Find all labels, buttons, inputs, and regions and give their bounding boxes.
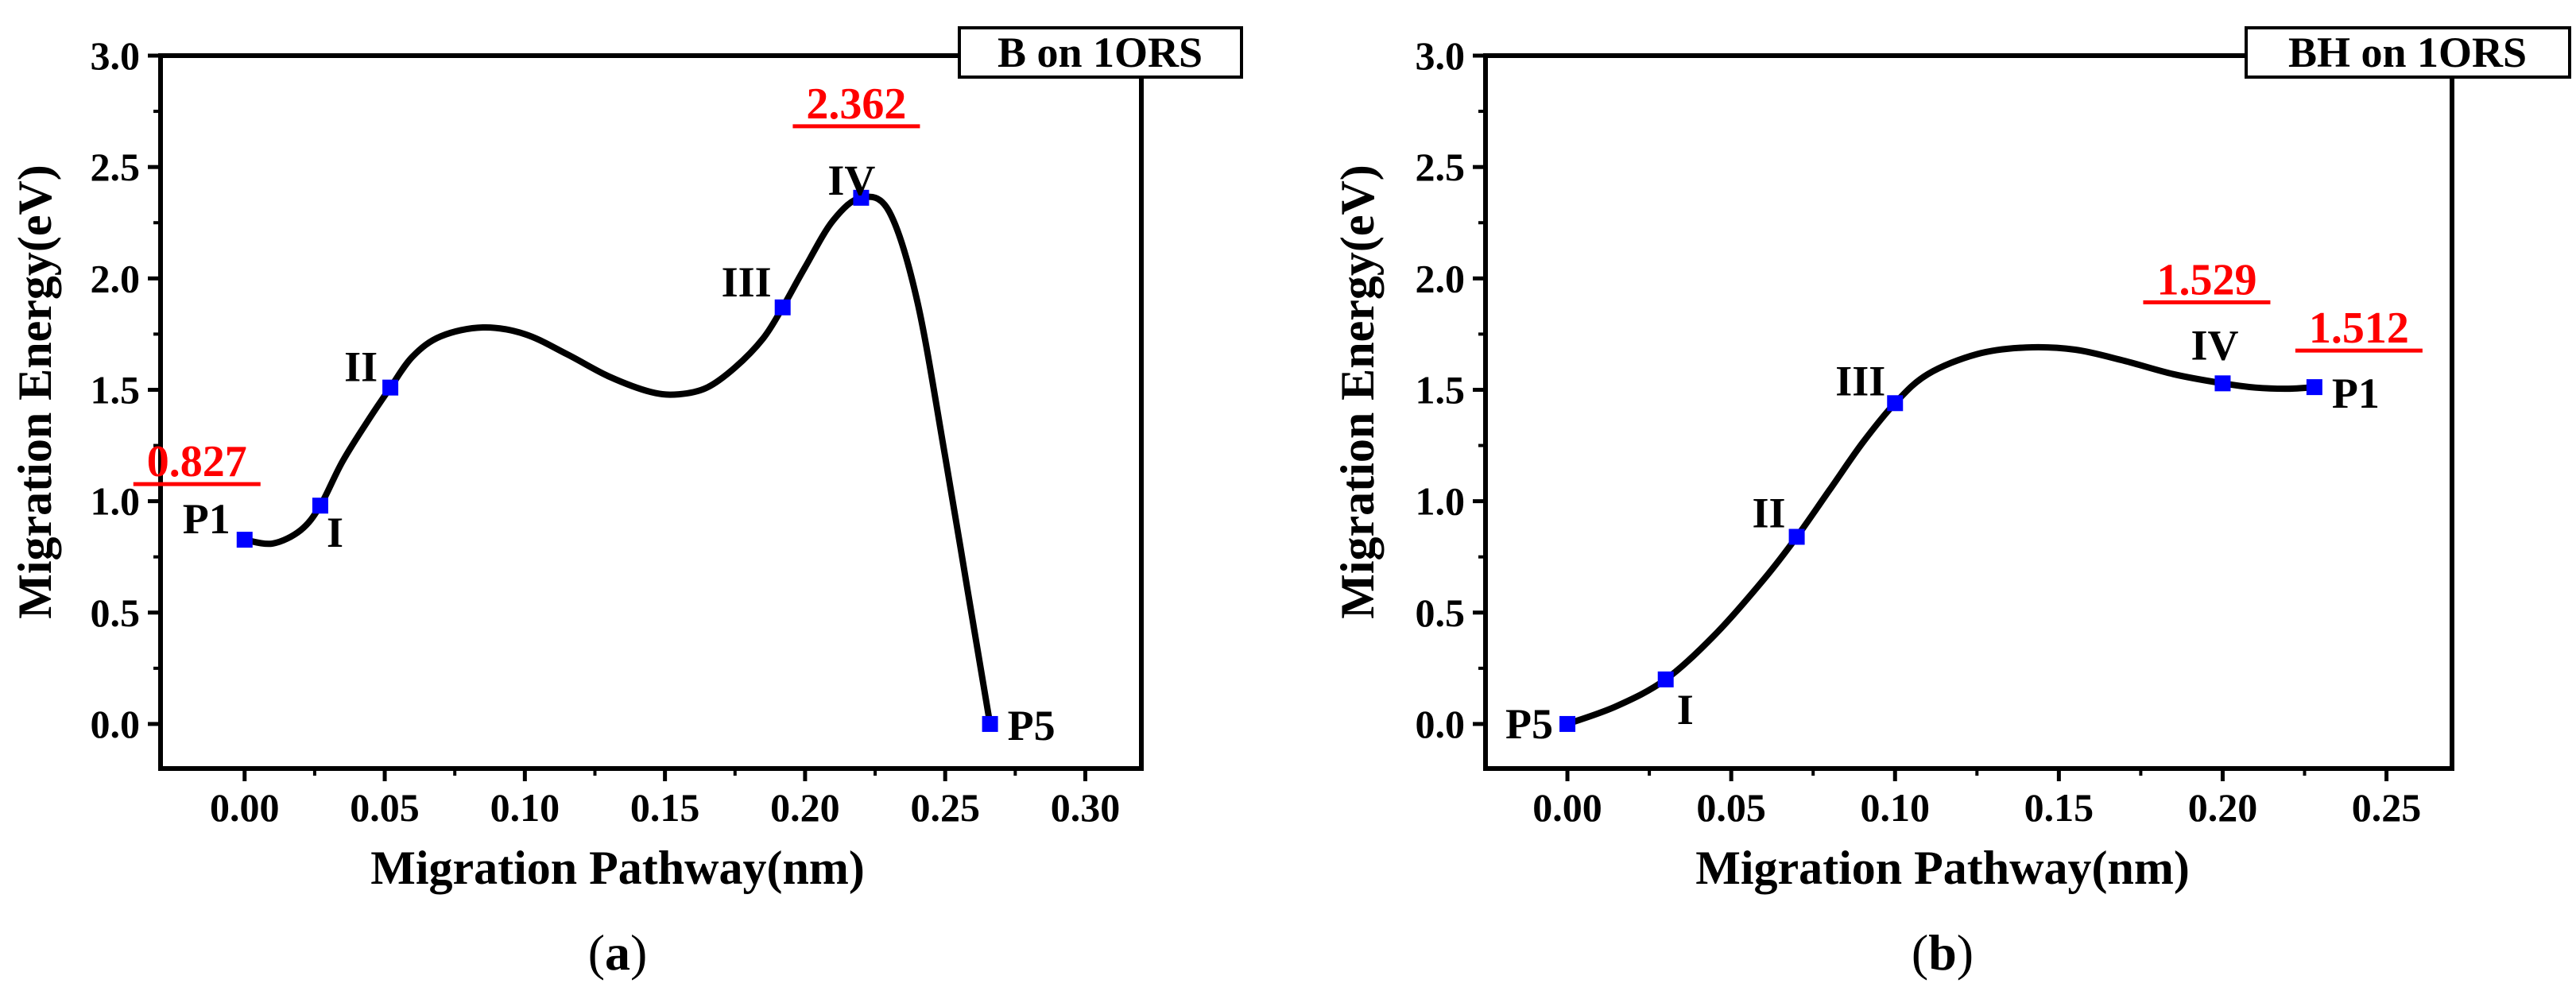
y-tick-label: 3.0 <box>1416 33 1466 78</box>
plot-frame-a <box>158 53 1144 771</box>
barrier-value: 2.362 <box>806 79 906 129</box>
y-tick-label: 3.0 <box>91 33 141 78</box>
barrier-value: 1.529 <box>2156 255 2256 304</box>
chart-panel-a: 0.00 0.05 0.10 0.15 0.20 0.25 0.30 0.0 0.5 1.0 1.5… <box>9 26 1243 981</box>
barrier-value: 0.827 <box>147 437 247 486</box>
y-tick-label: 1.0 <box>91 479 141 524</box>
x-axis-label-b: Migration Pathway(nm) <box>1695 842 2190 894</box>
y-tick-label: 1.5 <box>91 367 141 412</box>
plot-frame-b <box>1483 53 2454 771</box>
y-tick-label: 2.5 <box>1416 145 1466 189</box>
x-tick-label: 0.30 <box>1051 785 1121 830</box>
y-axis-label-b: Migration Energy(eV) <box>1331 165 1384 619</box>
title-box-b <box>2245 26 2571 79</box>
y-tick-label: 0.5 <box>1416 590 1466 635</box>
data-points-a <box>236 189 998 732</box>
data-point-p1 <box>2306 379 2322 396</box>
barrier-value: 1.512 <box>2309 304 2409 353</box>
point-label-iii: III <box>1835 357 1885 405</box>
x-tick-label: 0.20 <box>2188 785 2258 830</box>
data-point-iv <box>2214 375 2231 392</box>
data-point-p5 <box>1559 715 1576 732</box>
data-points-b <box>1559 375 2322 732</box>
chart-panel-b: 0.00 0.05 0.10 0.15 0.20 0.25 0.0 0.5 1.0 1.5 2.0 2… <box>1331 26 2571 981</box>
y-tick-label: 0.5 <box>91 590 141 635</box>
point-label-iv: IV <box>827 157 875 204</box>
data-point-p5 <box>982 715 998 732</box>
point-label-p1: P1 <box>183 495 230 543</box>
data-point-ii <box>382 379 399 396</box>
data-point-iii <box>1887 395 1904 412</box>
x-tick-label: 0.05 <box>350 785 420 830</box>
x-tick-label: 0.00 <box>210 785 280 830</box>
x-tick-label: 0.10 <box>490 785 560 830</box>
y-tick-label: 1.5 <box>1416 367 1466 412</box>
y-tick-label: 2.0 <box>1416 256 1466 300</box>
panel-label-a: (a) <box>588 924 648 981</box>
data-point-iii <box>774 299 791 316</box>
ticks-b: 0.00 0.05 0.10 0.15 0.20 0.25 0.0 0.5 1.0 1.5 2.0 2… <box>1416 33 2422 830</box>
point-label-p5: P5 <box>1505 700 1553 748</box>
x-tick-label: 0.15 <box>2024 785 2094 830</box>
x-tick-label: 0.15 <box>630 785 700 830</box>
point-label-iv: IV <box>2191 321 2238 369</box>
y-tick-label: 0.0 <box>1416 702 1466 746</box>
x-tick-label: 0.25 <box>2352 785 2422 830</box>
chart-title-b: BH on 1ORS <box>2288 29 2527 76</box>
y-tick-label: 2.5 <box>91 145 141 189</box>
energy-curve-a <box>241 193 994 727</box>
point-label-p1: P1 <box>2332 370 2380 417</box>
x-tick-label: 0.05 <box>1696 785 1766 830</box>
x-tick-label: 0.25 <box>910 785 980 830</box>
x-axis-label-a: Migration Pathway(nm) <box>370 842 865 894</box>
panel-letter-b: b <box>1928 924 1957 981</box>
panel-label-b: (b) <box>1912 924 1974 981</box>
data-point-i <box>312 498 328 514</box>
barrier-annotations-b: 1.529 1.512 <box>2143 255 2423 353</box>
data-point-iv <box>853 189 870 206</box>
x-tick-label: 0.00 <box>1532 785 1602 830</box>
point-label-iii: III <box>722 258 772 306</box>
point-label-i: I <box>1677 686 1694 734</box>
panel-letter-a: a <box>605 924 630 981</box>
barrier-annotations-a: 0.827 2.362 <box>133 79 920 486</box>
data-point-ii <box>1788 529 1805 545</box>
chart-title-a: B on 1ORS <box>997 29 1203 76</box>
ticks-a: 0.00 0.05 0.10 0.15 0.20 0.25 0.30 0.0 0.5 1.0 1.5… <box>91 33 1121 830</box>
title-box-a <box>958 26 1243 79</box>
point-label-p5: P5 <box>1008 702 1056 749</box>
data-point-i <box>1657 671 1674 687</box>
x-tick-label: 0.10 <box>1861 785 1931 830</box>
x-tick-label: 0.20 <box>770 785 840 830</box>
y-axis-label-a: Migration Energy(eV) <box>9 165 61 619</box>
point-label-i: I <box>327 509 343 556</box>
y-tick-label: 2.0 <box>91 256 141 300</box>
data-point-p1 <box>236 532 253 548</box>
point-label-ii: II <box>1753 489 1786 536</box>
energy-curve-b <box>1564 343 2318 727</box>
point-label-ii: II <box>344 343 378 391</box>
y-tick-label: 0.0 <box>91 702 141 746</box>
y-tick-label: 1.0 <box>1416 479 1466 524</box>
